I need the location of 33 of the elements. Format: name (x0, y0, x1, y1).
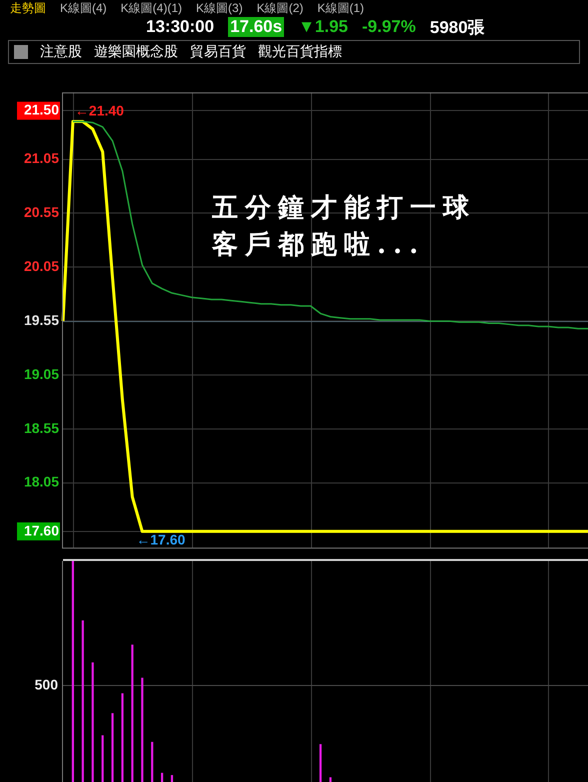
text: K線圖(2) (256, 0, 304, 16)
bar (92, 662, 94, 782)
y-tick-label: 18.05 (24, 474, 60, 490)
text: K線圖(4)(1) (120, 0, 182, 16)
bar (131, 644, 134, 782)
bar (170, 775, 174, 782)
annotation: ←17.60 (136, 531, 186, 548)
annotation: 客戶都跑啦... (212, 229, 426, 262)
bar (102, 735, 104, 782)
bar (141, 678, 144, 782)
y-tick-label: 20.05 (24, 258, 60, 274)
text: 走勢圖 (10, 0, 46, 16)
y-tick-label: 19.05 (24, 366, 60, 382)
y-tick-label: 19.55 (24, 312, 60, 328)
y-tick-label: 18.55 (24, 420, 60, 436)
bar (82, 620, 84, 782)
text: 13:30:00 17.60s ▼1.95 -9.97% 5980張 (146, 16, 485, 38)
bar (151, 742, 154, 782)
bar (160, 772, 164, 782)
y-tick-label: 21.05 (24, 150, 60, 166)
text: 注意股 遊樂園概念股 貿易百貨 觀光百貨指標 (40, 43, 342, 61)
y-tick-label: 17.60 (24, 522, 60, 538)
text: K線圖(4) (60, 0, 107, 16)
bar (121, 693, 124, 782)
text: 500 (34, 676, 58, 692)
annotation: 五分鐘才能打一球 (212, 192, 476, 225)
text: K線圖(1) (317, 0, 364, 16)
annotation: ←21.40 (74, 102, 124, 118)
bar (111, 713, 114, 782)
bar (319, 744, 322, 782)
y-tick-label: 20.55 (24, 204, 60, 220)
text: K線圖(3) (196, 0, 243, 16)
y-tick-label: 21.50 (24, 102, 60, 118)
